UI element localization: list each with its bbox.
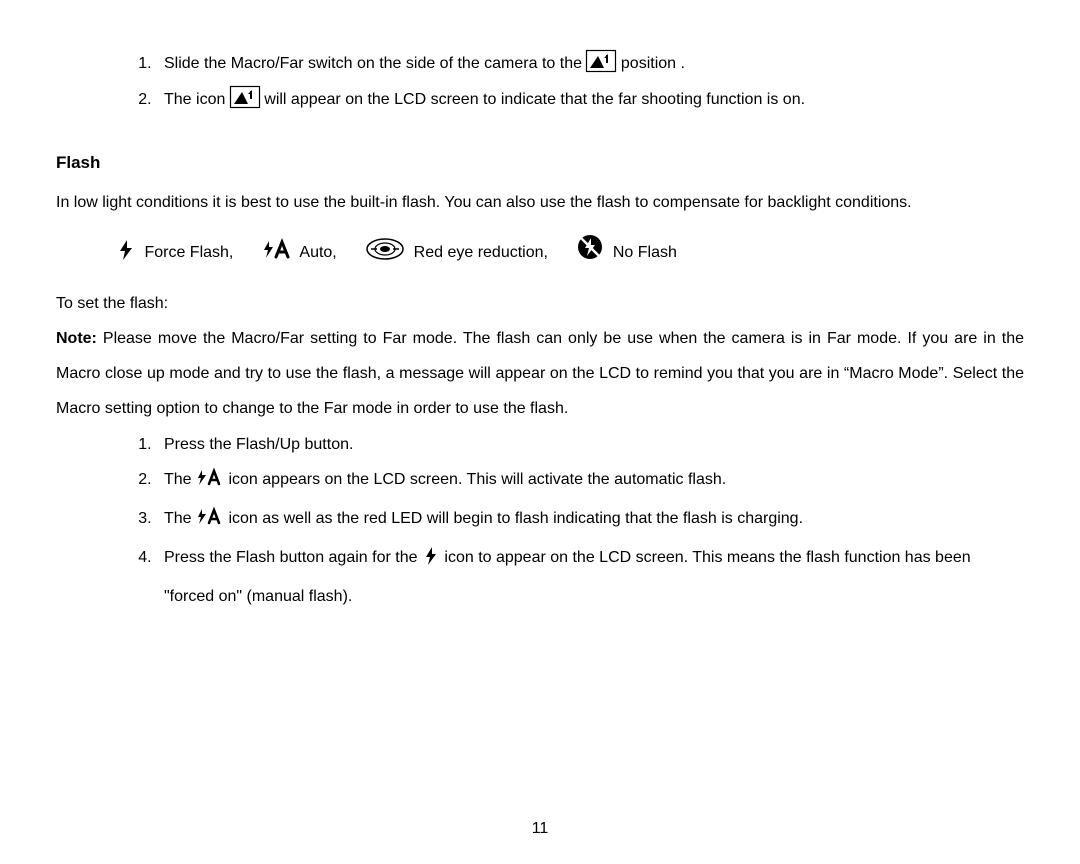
flash-auto-icon (262, 239, 292, 274)
step-text-pre: The (164, 471, 196, 488)
list-item: Press the Flash/Up button. (156, 427, 1024, 462)
list-item: Press the Flash button again for the ico… (156, 540, 1024, 614)
force-flash-label: Force Flash, (144, 244, 233, 261)
to-set-flash: To set the flash: (56, 286, 1024, 321)
page-container: Slide the Macro/Far switch on the side o… (0, 0, 1080, 864)
flash-legend: Force Flash, Auto, Red eye reduction, (116, 233, 1024, 274)
flash-note: Note: Please move the Macro/Far setting … (56, 321, 1024, 427)
step-text-post: icon appears on the LCD screen. This wil… (228, 471, 726, 488)
list-item: The icon as well as the red LED will beg… (156, 501, 1024, 540)
no-flash-label: No Flash (613, 244, 677, 261)
top-numbered-list: Slide the Macro/Far switch on the side o… (56, 48, 1024, 120)
no-flash-icon (576, 233, 604, 274)
flash-auto-icon (196, 505, 224, 540)
note-label: Note: (56, 330, 103, 347)
flash-heading: Flash (56, 144, 1024, 181)
note-text: Please move the Macro/Far setting to Far… (56, 330, 1024, 417)
step-text-pre: The (164, 510, 196, 527)
list-item: Slide the Macro/Far switch on the side o… (156, 48, 1024, 84)
page-number: 11 (0, 811, 1080, 846)
flash-auto-label: Auto, (299, 244, 336, 261)
list-text-pre: Slide the Macro/Far switch on the side o… (164, 55, 586, 72)
red-eye-icon (365, 237, 405, 274)
far-mode-icon (230, 86, 260, 120)
list-text-pre: The icon (164, 91, 230, 108)
red-eye-label: Red eye reduction, (414, 244, 548, 261)
far-mode-icon (586, 50, 616, 84)
list-text-post: position . (621, 55, 685, 72)
list-text-post: will appear on the LCD screen to indicat… (264, 91, 805, 108)
flash-auto-icon (196, 466, 224, 501)
force-flash-icon (116, 239, 136, 274)
list-item: The icon appears on the LCD screen. This… (156, 462, 1024, 501)
step-text: Press the Flash/Up button. (164, 436, 353, 453)
flash-steps-list: Press the Flash/Up button. The icon appe… (56, 427, 1024, 615)
list-item: The icon will appear on the LCD screen t… (156, 84, 1024, 120)
step-text-pre: Press the Flash button again for the (164, 549, 422, 566)
force-flash-icon (422, 544, 440, 579)
flash-intro: In low light conditions it is best to us… (56, 185, 1024, 220)
step-text-post: icon as well as the red LED will begin t… (228, 510, 803, 527)
